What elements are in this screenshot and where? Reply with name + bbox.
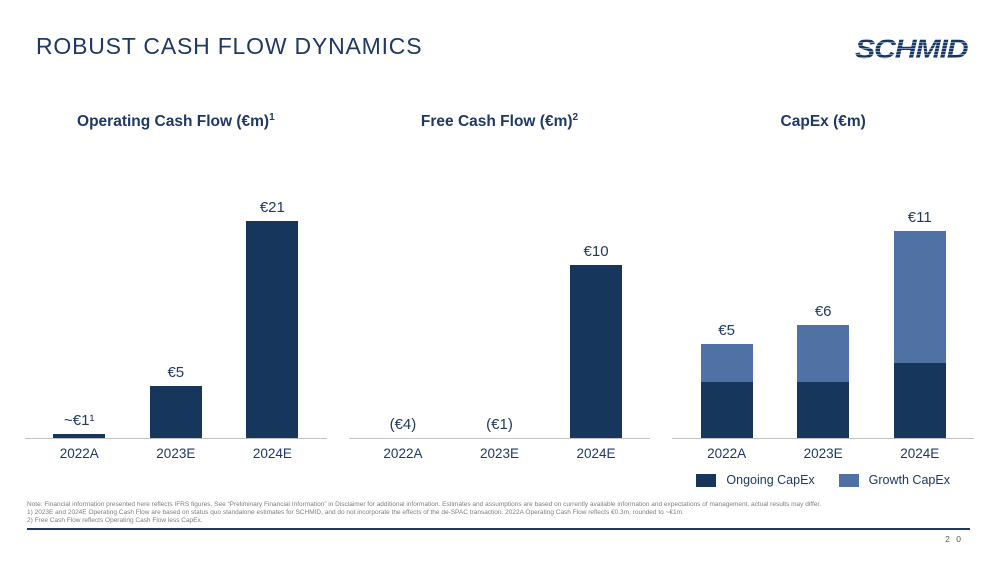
page-title: ROBUST CASH FLOW DYNAMICS [36,33,423,59]
x-axis-labels: 2022A 2023E 2024E [349,446,651,461]
bar-segment-ongoing-capex [893,362,946,438]
chart-free-cash-flow: Free Cash Flow (€m)2 (€4) (€1) €10 2022A 20… [348,112,651,487]
x-axis-labels: 2022A 2023E 2024E [25,446,327,461]
plot-area: (€4) (€1) €10 [348,146,651,439]
bar-value-label: €11 [907,209,932,227]
footnotes: Note: Financial information presented he… [27,501,972,525]
x-axis-label: 2022A [59,446,99,461]
x-axis-labels: 2022A 2023E 2024E [672,446,974,461]
bar-slot: ~€1¹ [31,146,127,438]
schmid-logo: SCHMID [854,34,968,64]
bottom-divider [27,528,970,530]
bar-segment-ongoing-capex [797,381,850,438]
legend-label-growth-capex: Growth CapEx [868,473,950,487]
bar-value-label: (€1) [486,416,513,433]
x-axis-label: 2023E [479,446,520,461]
x-axis-label: 2024E [900,446,940,461]
bar-value-label: €6 [814,303,832,320]
bar-value-label: €10 [583,243,609,260]
bar-segment-growth-capex [700,343,753,382]
x-axis-label: 2023E [803,446,843,461]
footnote-1: 1) 2023E and 2024E Operating Cash Flow a… [27,509,684,517]
bar [570,265,623,438]
bar-value-label: €5 [167,364,185,382]
legend: Ongoing CapEx Growth CapEx [672,473,974,487]
bar-segment-ongoing-capex [700,381,753,438]
x-axis-label: 2022A [707,446,747,461]
chart-title-superscript: 1 [269,112,275,123]
chart-operating-cash-flow: Operating Cash Flow (€m)1 ~€1¹ €5 €21 2022… [25,112,327,487]
page-number: 2 0 [945,534,963,544]
chart-title: Operating Cash Flow (€m)1 [25,112,327,136]
chart-title-text: CapEx (€m) [780,113,866,131]
footnote-2: 2) Free Cash Flow reflects Operating Cas… [27,517,203,525]
bar [53,434,106,438]
x-axis-label: 2023E [156,446,196,461]
bar-slot: €21 [225,146,321,438]
bar-value-label: €21 [259,199,285,216]
chart-title-text: Operating Cash Flow (€m) [77,113,270,131]
bar-segment-growth-capex [797,325,850,382]
chart-title: Free Cash Flow (€m)2 [349,112,651,136]
bar-value-label: €5 [718,321,735,339]
footnote-general: Note: Financial information presented he… [27,501,821,508]
chart-capex: CapEx (€m) €5 €6 €11 2022A 2023E 2024E Ongoi… [672,112,975,487]
bar-value-label: ~€1¹ [64,412,95,429]
legend-swatch-growth-capex [838,473,859,487]
bar-slot: €5 [128,146,224,438]
chart-title-superscript: 2 [572,112,579,123]
bar [246,221,299,438]
bar-slot: (€4) [355,146,451,438]
bar-value-label: (€4) [389,416,417,433]
x-axis-label: 2024E [252,446,292,461]
plot-area: €5 €6 €11 [672,146,975,439]
charts-row: Operating Cash Flow (€m)1 ~€1¹ €5 €21 2022… [25,112,975,487]
bar-segment-growth-capex [893,231,946,363]
x-axis-label: 2022A [383,446,423,461]
bar-slot: €11 [872,146,968,438]
legend-label-ongoing-capex: Ongoing CapEx [726,473,815,487]
bar-slot: (€1) [452,146,548,438]
chart-title: CapEx (€m) [672,112,974,136]
bar [149,386,202,438]
x-axis-label: 2024E [576,446,616,461]
bar-slot: €10 [548,146,644,438]
bar-slot: €6 [775,146,871,438]
bar-slot: €5 [679,146,775,438]
legend-swatch-ongoing-capex [696,473,717,487]
plot-area: ~€1¹ €5 €21 [25,146,327,439]
chart-title-text: Free Cash Flow (€m) [420,113,573,131]
